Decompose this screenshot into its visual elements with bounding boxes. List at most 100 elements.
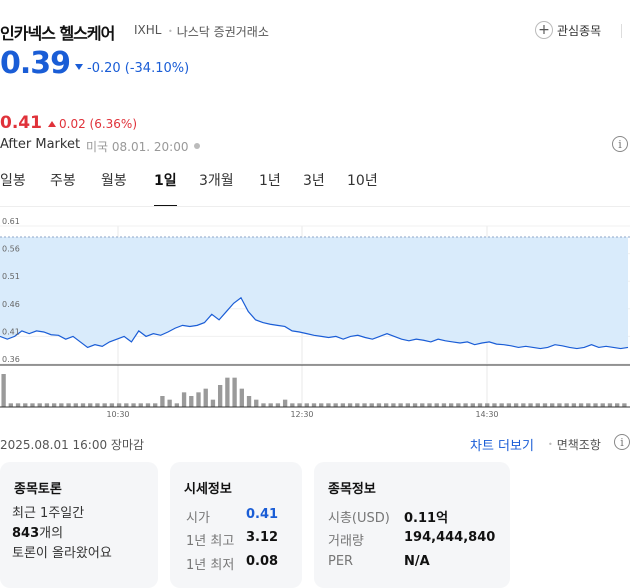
tab-3months[interactable]: 3개월	[199, 173, 234, 189]
volume-bar	[427, 403, 432, 407]
volume-bar	[246, 396, 252, 407]
tab-daily[interactable]: 일봉	[0, 173, 26, 189]
stock-info-card[interactable]: 종목정보 시총(USD) 0.11억 거래량 194,444,840 PER N…	[314, 462, 510, 588]
open-value: 0.41	[246, 507, 279, 522]
stock-header: 인카넥스 헬스케어 IXHL 나스닥 증권거래소 + 관심종목	[0, 20, 630, 44]
year-low-label: 1년 최저	[186, 558, 235, 573]
price-change-value: -0.20 (-34.10%)	[87, 61, 190, 76]
discussion-line2: 843개의	[12, 524, 112, 544]
volume-bar	[376, 403, 382, 407]
chart-area-fill	[0, 237, 628, 349]
volume-bar	[261, 403, 266, 407]
y-tick-label: 0.51	[2, 272, 20, 281]
volume-bar	[384, 403, 389, 407]
volume-bar	[239, 388, 244, 407]
volume-bar	[578, 403, 584, 407]
discussion-text: 최근 1주일간 843개의 토론이 올라왔어요	[12, 504, 112, 564]
after-market-label-row: After Market 미국 08.01. 20:00 i	[0, 136, 630, 155]
after-market-change-value: 0.02 (6.36%)	[59, 117, 138, 131]
volume-bar	[347, 403, 353, 407]
volume-bar	[420, 403, 425, 407]
y-tick-label: 0.36	[2, 355, 20, 364]
volume-bar	[88, 403, 93, 407]
discussion-card[interactable]: 종목토론 최근 1주일간 843개의 토론이 올라왔어요	[0, 462, 158, 588]
volume-bar	[564, 403, 569, 407]
volume-bar	[492, 403, 497, 407]
price-line	[0, 296, 629, 350]
price-row: 0.39 -0.20 (-34.10%)	[0, 46, 630, 82]
volume-bar	[528, 403, 533, 407]
volume-bar	[319, 403, 324, 407]
price-chart[interactable]: 0.61 0.56 0.51 0.46 0.41 0.36 10:30 12:30 14:30	[0, 218, 630, 424]
add-watchlist-button[interactable]: + 관심종목	[535, 21, 601, 39]
volume-bar	[355, 403, 360, 407]
volume-bar	[225, 377, 230, 407]
volume-bar	[311, 403, 317, 407]
stock-info-title: 종목정보	[328, 482, 376, 497]
volume-bar	[116, 403, 122, 407]
volume-bar	[369, 403, 374, 407]
y-tick-label: 0.61	[2, 218, 20, 226]
volume-bar	[499, 403, 504, 407]
volume-bar	[109, 403, 115, 407]
volume-bar	[456, 403, 461, 407]
volume-bar	[607, 403, 613, 407]
volume-bar	[535, 403, 540, 407]
volume-bar	[304, 403, 309, 407]
market-cap-value: 0.11억	[404, 511, 449, 526]
market-cap-label: 시총(USD)	[328, 511, 390, 526]
volume-bar	[268, 403, 273, 407]
volume-bar	[622, 403, 627, 407]
x-tick-label: 14:30	[475, 410, 498, 419]
volume-bar	[297, 403, 302, 407]
volume-bar	[593, 403, 598, 407]
volume-bar	[102, 403, 107, 407]
volume-bar	[600, 403, 605, 407]
volume-bar	[37, 403, 42, 407]
volume-bar	[174, 403, 180, 407]
volume-bar	[615, 403, 620, 407]
volume-bar	[398, 403, 403, 407]
volume-bar	[203, 388, 208, 407]
volume-bar	[542, 403, 548, 407]
volume-bar	[8, 403, 13, 407]
volume-bar	[30, 403, 35, 407]
tab-1year[interactable]: 1년	[259, 173, 281, 189]
volume-bar	[1, 374, 6, 407]
info-icon[interactable]: i	[614, 434, 630, 450]
volume-bar	[448, 403, 454, 407]
volume-bar	[153, 403, 158, 407]
after-market-time: 미국 08.01. 20:00	[86, 138, 201, 155]
period-tabs: 일봉 주봉 월봉 1일 3개월 1년 3년 10년	[0, 170, 630, 207]
volume-bar	[434, 403, 439, 407]
y-tick-label: 0.41	[2, 327, 20, 336]
volume-bar	[131, 403, 136, 407]
chart-more-link[interactable]: 차트 더보기	[470, 439, 534, 454]
down-arrow-icon	[75, 64, 83, 70]
info-icon[interactable]: i	[612, 136, 628, 152]
volume-bar	[254, 399, 259, 407]
up-arrow-icon	[48, 121, 56, 127]
discussion-line1: 최근 1주일간	[12, 506, 85, 521]
volume-bar	[333, 403, 338, 407]
y-tick-label: 0.46	[2, 300, 20, 309]
disclaimer-link[interactable]: 면책조항	[548, 436, 601, 453]
tab-monthly[interactable]: 월봉	[101, 173, 127, 189]
chart-footer: 2025.08.01 16:00 장마감 차트 더보기 면책조항 i	[0, 434, 630, 454]
chart-date: 2025.08.01 16:00 장마감	[0, 438, 145, 452]
volume-bar	[80, 403, 86, 407]
tab-weekly[interactable]: 주봉	[50, 173, 76, 189]
tab-1day[interactable]: 1일	[154, 170, 177, 207]
year-low-value: 0.08	[246, 554, 279, 569]
tab-10years[interactable]: 10년	[347, 173, 378, 189]
market-info-card[interactable]: 시세정보 시가 0.41 1년 최고 3.12 1년 최저 0.08	[170, 462, 302, 588]
volume-bar	[550, 403, 555, 407]
volume-bar	[485, 403, 490, 407]
volume-bar	[521, 403, 526, 407]
discussion-title: 종목토론	[14, 482, 62, 497]
volume-bar	[59, 403, 64, 407]
volume-bar	[463, 403, 468, 407]
volume-bar	[441, 403, 447, 407]
tab-3years[interactable]: 3년	[303, 173, 325, 189]
volume-bar	[217, 385, 223, 407]
